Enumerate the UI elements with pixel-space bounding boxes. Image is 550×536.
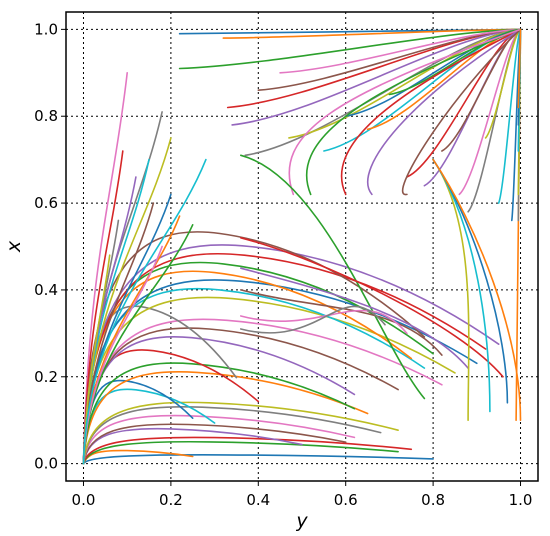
y-tick-label: 0.0 [34, 455, 58, 473]
trajectory-upper [484, 28, 522, 139]
y-tick-label: 0.6 [34, 194, 58, 212]
x-tick-label: 1.0 [509, 491, 533, 509]
trajectory-left [82, 137, 172, 465]
trajectory-lower [82, 414, 356, 465]
trajectory-upper [231, 28, 522, 126]
x-tick-label: 0.4 [246, 491, 270, 509]
trajectory-upper [458, 28, 522, 196]
y-axis-label: x [3, 240, 25, 253]
trajectory-lower [82, 440, 399, 465]
trajectory-right [240, 267, 469, 369]
trajectory-lower [82, 362, 356, 465]
trajectory-lower [82, 454, 434, 465]
trajectory-corner [432, 158, 470, 421]
trajectory-left [82, 150, 124, 465]
y-tick-label: 0.4 [34, 281, 58, 299]
trajectory-lower [82, 427, 303, 465]
x-tick-label: 0.2 [159, 491, 183, 509]
trajectory-right [240, 309, 408, 335]
trajectory-lower [82, 436, 413, 465]
trajectory-lower [82, 370, 369, 465]
trajectory-left [82, 72, 128, 465]
trajectory-lower [82, 388, 216, 465]
trajectory-saddle [305, 28, 522, 196]
trajectory-upper [497, 28, 522, 204]
x-axis-label: y [295, 510, 308, 532]
x-tick-label: 0.0 [72, 491, 96, 509]
trajectory-lower [82, 423, 347, 465]
tick-labels: 0.0 0.2 0.4 0.6 0.8 1.0 0.0 0.2 0.4 0.6 0.8 1.0 [34, 20, 532, 509]
trajectory-saddle [288, 28, 522, 196]
y-tick-label: 0.8 [34, 107, 58, 125]
trajectory-upper [279, 28, 522, 74]
trajectory-upper [226, 28, 522, 109]
trajectory-right [240, 237, 504, 378]
trajectories [82, 28, 522, 465]
trajectory-saddle [366, 28, 522, 196]
trajectory-lower [82, 449, 194, 465]
plot-frame [65, 11, 539, 482]
trajectory-upper [388, 28, 522, 96]
y-tick-label: 1.0 [34, 20, 58, 38]
trajectory-corner [432, 158, 491, 413]
trajectory-right [240, 305, 386, 334]
trajectory-saddle [401, 28, 522, 196]
axis-ticks [61, 28, 522, 486]
x-tick-label: 0.8 [421, 491, 445, 509]
trajectory-upper [178, 28, 522, 70]
trajectory-saddle [340, 28, 522, 196]
trajectory-lower [82, 406, 382, 465]
trajectory-upper [222, 28, 522, 39]
trajectory-lower [82, 401, 399, 465]
trajectory-lower [82, 252, 487, 465]
trajectory-corner [432, 158, 522, 421]
trajectory-edge [517, 28, 522, 109]
trajectory-left [82, 158, 207, 465]
trajectory-right [240, 154, 426, 400]
y-tick-label: 0.2 [34, 368, 58, 386]
x-tick-label: 0.6 [334, 491, 358, 509]
trajectory-upper [288, 28, 522, 139]
